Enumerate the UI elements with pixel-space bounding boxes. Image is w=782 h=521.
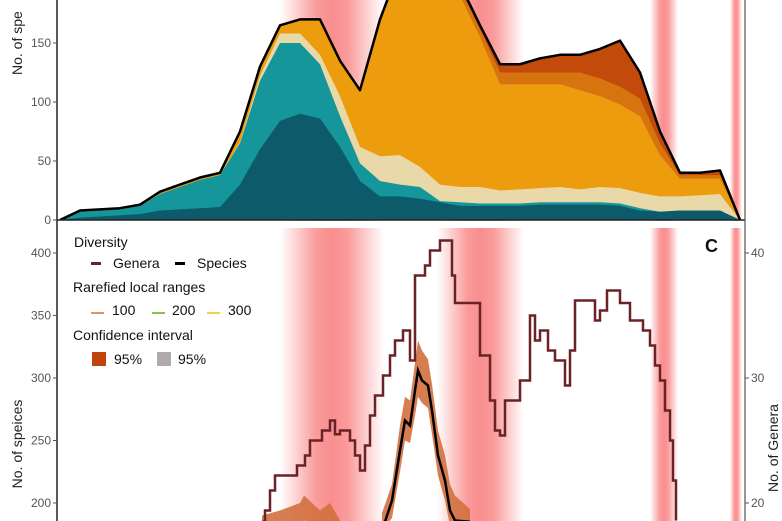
genera-line: [262, 239, 678, 521]
shaded-interval: [650, 0, 678, 521]
legend-swatch-100: [91, 312, 104, 314]
legend-swatch-ci-95-orange: [92, 352, 106, 366]
legend-swatch-species: [175, 262, 185, 265]
bottom-y-tick-label: 200: [31, 496, 51, 510]
top-y-tick-label: 0: [44, 213, 51, 227]
legend-swatch-genera: [91, 262, 101, 265]
right-y-tick-label: 40: [751, 246, 765, 260]
legend-title-ci: Confidence interval: [73, 327, 193, 343]
top-y-tick-label: 100: [31, 95, 51, 109]
top-stacked-areas: [59, 0, 742, 220]
legend-swatch-200: [152, 312, 165, 314]
shaded-interval: [730, 0, 742, 521]
bottom-y-tick-label: 300: [31, 371, 51, 385]
right-y-tick-label: 20: [751, 496, 765, 510]
legend-label-ci-95-orange: 95%: [114, 351, 142, 367]
panel-letter: C: [705, 236, 718, 256]
legend: Diversity Genera Species Rarefied local …: [73, 234, 252, 367]
species-line: [383, 365, 471, 521]
bottom-lines: [262, 239, 678, 521]
legend-label-genera: Genera: [113, 255, 160, 271]
right-y-axis-label: No. of Genera: [765, 404, 781, 492]
bottom-y-tick-label: 400: [31, 246, 51, 260]
bottom-y-axis-label: No. of speices: [9, 400, 25, 489]
right-y-tick-label: 30: [751, 371, 765, 385]
top-y-axis-label: No. of spe: [9, 11, 25, 75]
legend-label-300: 300: [228, 302, 252, 318]
confidence-band: [262, 495, 340, 521]
legend-label-ci-95-grey: 95%: [178, 351, 206, 367]
legend-label-200: 200: [172, 302, 196, 318]
legend-title-diversity: Diversity: [74, 234, 128, 250]
legend-label-100: 100: [112, 302, 136, 318]
top-y-tick-label: 50: [38, 154, 52, 168]
total-species-line: [59, 0, 742, 220]
legend-swatch-300: [207, 312, 220, 314]
confidence-band: [382, 340, 470, 521]
axes: 0 50 100 150 200 250 300 350 400 20 30 40: [31, 0, 765, 521]
legend-label-species: Species: [197, 255, 247, 271]
legend-swatch-ci-95-grey: [157, 352, 171, 366]
legend-title-rarefied: Rarefied local ranges: [73, 279, 205, 295]
panel-gap: [57, 221, 745, 228]
top-y-tick-label: 150: [31, 36, 51, 50]
bottom-y-tick-label: 250: [31, 434, 51, 448]
bottom-y-tick-label: 350: [31, 309, 51, 323]
stacked-area-layer-2: [60, 43, 740, 220]
stacked-area-layer-1: [60, 113, 740, 220]
